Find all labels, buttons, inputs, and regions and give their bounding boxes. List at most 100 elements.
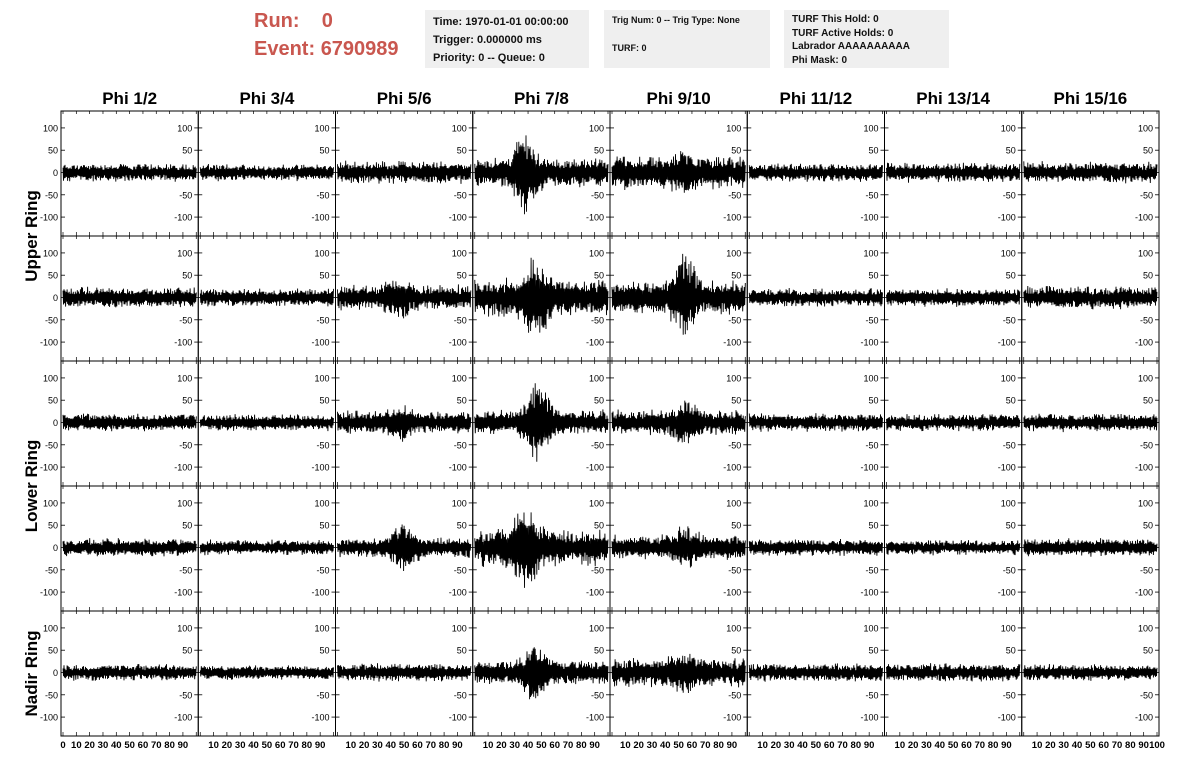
y-tick-label: 100 — [452, 623, 467, 633]
y-tick-label: -100 — [449, 213, 467, 223]
y-tick-label: 100 — [452, 498, 467, 508]
y-tick-label: 100 — [726, 373, 741, 383]
y-tick-label: 100 — [1138, 248, 1153, 258]
phi-mask-line: Phi Mask: 0 — [792, 54, 848, 66]
y-tick-label: 50 — [731, 521, 741, 531]
y-tick-label: 50 — [182, 396, 192, 406]
turf-hold-line: TURF This Hold: 0 — [792, 14, 879, 25]
y-tick-label: 100 — [43, 373, 58, 383]
column-header-2: Phi 3/4 — [239, 89, 294, 108]
x-tick-label: 80 — [713, 740, 724, 751]
waveform-trace — [62, 538, 197, 557]
x-tick-label: 20 — [771, 740, 782, 751]
y-tick-label: -100 — [449, 588, 467, 598]
x-tick-label: 90 — [1138, 740, 1149, 751]
waveform-trace — [199, 414, 334, 432]
x-tick-label: 10 — [208, 740, 219, 751]
y-tick-label: 50 — [457, 271, 467, 281]
x-tick-label: 10 — [895, 740, 906, 751]
column-header-7: Phi 13/14 — [916, 89, 990, 108]
waveform-trace — [886, 663, 1021, 682]
y-tick-label: 50 — [594, 521, 604, 531]
x-tick-label: 10 — [346, 740, 357, 751]
y-tick-label: -50 — [865, 190, 878, 200]
waveform-trace — [62, 413, 197, 432]
x-tick-label: 70 — [837, 740, 848, 751]
y-tick-label: 50 — [319, 521, 329, 531]
y-tick-label: 50 — [1006, 271, 1016, 281]
y-tick-label: 100 — [863, 498, 878, 508]
x-tick-label: 70 — [425, 740, 436, 751]
waveform-trace — [199, 288, 334, 307]
turf-active-line: TURF Active Holds: 0 — [792, 27, 894, 39]
y-tick-label: 100 — [314, 623, 329, 633]
y-tick-label: 100 — [589, 123, 604, 133]
y-tick-label: -100 — [174, 338, 192, 348]
y-tick-label: -50 — [45, 565, 58, 575]
waveform-trace — [474, 257, 609, 333]
y-tick-label: -100 — [586, 213, 604, 223]
y-tick-label: 100 — [1138, 123, 1153, 133]
y-tick-label: -100 — [998, 338, 1016, 348]
y-tick-label: -50 — [728, 565, 741, 575]
y-tick-label: 50 — [1006, 521, 1016, 531]
y-tick-label: -50 — [1003, 440, 1016, 450]
y-tick-label: 100 — [314, 373, 329, 383]
y-tick-label: -50 — [865, 440, 878, 450]
y-tick-label: 100 — [43, 623, 58, 633]
y-tick-label: 100 — [452, 373, 467, 383]
x-tick-label: 80 — [851, 740, 862, 751]
y-tick-label: 50 — [1143, 271, 1153, 281]
x-tick-label: 90 — [178, 740, 189, 751]
x-tick-label: 70 — [563, 740, 574, 751]
x-tick-label: 60 — [412, 740, 423, 751]
waveform-trace — [474, 135, 609, 215]
y-tick-label: 50 — [1006, 146, 1016, 156]
priority-line: Priority: 0 -- Queue: 0 — [433, 52, 545, 64]
y-tick-label: 50 — [1143, 396, 1153, 406]
y-tick-label: -100 — [311, 213, 329, 223]
x-tick-label: 70 — [151, 740, 162, 751]
x-tick-label: 40 — [111, 740, 122, 751]
waveform-trace — [611, 253, 746, 335]
event-label-text: Event: — [254, 38, 316, 60]
x-tick-label: 20 — [84, 740, 95, 751]
y-tick-label: 100 — [43, 498, 58, 508]
y-tick-label: 100 — [589, 373, 604, 383]
y-tick-label: -50 — [728, 690, 741, 700]
y-tick-label: 50 — [48, 521, 58, 531]
y-tick-label: 50 — [594, 271, 604, 281]
y-tick-label: -100 — [311, 338, 329, 348]
waveform-trace — [199, 539, 334, 556]
x-tick-label: 80 — [164, 740, 175, 751]
y-tick-label: -100 — [40, 213, 58, 223]
x-tick-label: 20 — [222, 740, 233, 751]
y-tick-label: 50 — [319, 146, 329, 156]
y-tick-label: 50 — [48, 146, 58, 156]
waveform-trace — [748, 163, 883, 182]
y-tick-label: 100 — [726, 498, 741, 508]
y-tick-label: -50 — [454, 315, 467, 325]
waveform-trace — [474, 512, 609, 588]
y-tick-label: -100 — [1135, 213, 1153, 223]
x-tick-label: 50 — [1085, 740, 1096, 751]
y-tick-label: 50 — [1143, 146, 1153, 156]
waveform-trace — [337, 405, 472, 442]
y-tick-label: -50 — [454, 440, 467, 450]
x-tick-label: 10 — [483, 740, 494, 751]
x-tick-label: 30 — [235, 740, 246, 751]
y-tick-label: -50 — [591, 690, 604, 700]
x-tick-label: 80 — [576, 740, 587, 751]
y-tick-label: -50 — [179, 315, 192, 325]
x-tick-label: 40 — [660, 740, 671, 751]
y-tick-label: -50 — [316, 440, 329, 450]
x-tick-label: 50 — [673, 740, 684, 751]
x-tick-label: 20 — [496, 740, 507, 751]
y-tick-label: 100 — [1001, 498, 1016, 508]
y-tick-label: -100 — [40, 713, 58, 723]
y-tick-label: -50 — [591, 565, 604, 575]
y-tick-label: -50 — [1140, 565, 1153, 575]
y-tick-label: -50 — [179, 440, 192, 450]
x-tick-label: 60 — [138, 740, 149, 751]
